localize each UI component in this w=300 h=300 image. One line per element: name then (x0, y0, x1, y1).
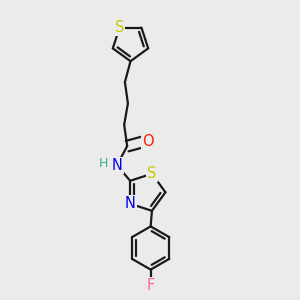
Text: N: N (125, 196, 136, 211)
Text: S: S (115, 20, 124, 35)
Text: O: O (142, 134, 153, 148)
Text: F: F (146, 278, 155, 293)
Text: N: N (112, 158, 122, 173)
Text: S: S (147, 166, 157, 181)
Text: H: H (99, 157, 108, 170)
